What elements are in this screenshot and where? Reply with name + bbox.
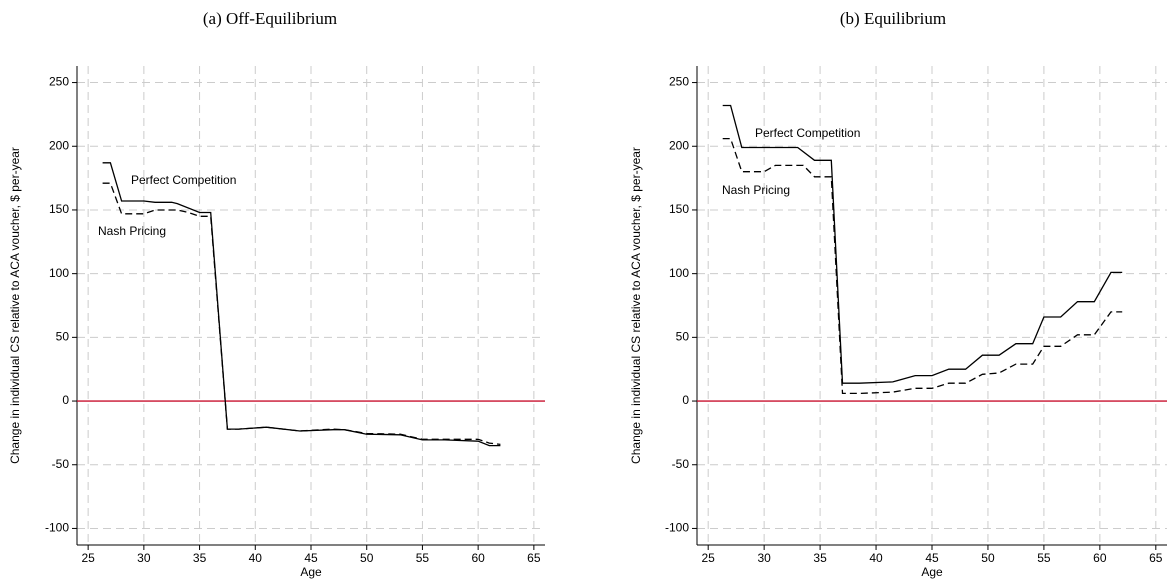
y-tick-label: 0 (682, 393, 689, 407)
x-axis-label: Age (300, 565, 322, 579)
y-axis-label: Change in individual CS relative to ACA … (629, 147, 643, 464)
x-tick-label: 55 (416, 551, 430, 565)
y-tick-label: 150 (669, 202, 689, 216)
y-tick-label: 200 (49, 138, 69, 152)
y-tick-label: 50 (676, 330, 690, 344)
x-tick-label: 30 (757, 551, 771, 565)
y-tick-label: 150 (49, 202, 69, 216)
x-tick-label: 40 (249, 551, 263, 565)
y-tick-label: 0 (62, 393, 69, 407)
x-tick-label: 50 (981, 551, 995, 565)
data-line (722, 104, 1123, 384)
x-tick-label: 65 (527, 551, 541, 565)
x-tick-label: 65 (1149, 551, 1163, 565)
x-tick-label: 25 (81, 551, 95, 565)
series-label: Nash Pricing (98, 224, 166, 238)
data-line (722, 137, 1123, 395)
series-label: Nash Pricing (722, 183, 790, 197)
x-tick-label: 60 (471, 551, 485, 565)
series-label: Perfect Competition (131, 173, 236, 187)
chart-title: (b) Equilibrium (840, 9, 946, 28)
x-tick-label: 40 (869, 551, 883, 565)
y-tick-label: 50 (56, 330, 70, 344)
y-tick-label: -50 (52, 457, 70, 471)
x-tick-label: 35 (813, 551, 827, 565)
y-tick-label: -50 (672, 457, 690, 471)
x-tick-label: 60 (1093, 551, 1107, 565)
y-tick-label: 250 (669, 75, 689, 89)
y-tick-label: -100 (665, 521, 689, 535)
x-tick-label: 55 (1037, 551, 1051, 565)
x-tick-label: 45 (925, 551, 939, 565)
x-tick-label: 30 (137, 551, 151, 565)
data-line (102, 182, 501, 446)
y-axis-label: Change in individual CS relative to ACA … (8, 147, 22, 464)
chart-title: (a) Off-Equilibrium (203, 9, 337, 28)
y-tick-label: 100 (669, 266, 689, 280)
x-axis-label: Age (921, 565, 943, 579)
y-tick-label: 250 (49, 75, 69, 89)
x-tick-label: 50 (360, 551, 374, 565)
data-line (102, 162, 501, 447)
y-tick-label: 100 (49, 266, 69, 280)
x-tick-label: 45 (304, 551, 318, 565)
series-label: Perfect Competition (755, 126, 860, 140)
y-tick-label: 200 (669, 138, 689, 152)
x-tick-label: 25 (702, 551, 716, 565)
x-tick-label: 35 (193, 551, 207, 565)
y-tick-label: -100 (45, 521, 69, 535)
